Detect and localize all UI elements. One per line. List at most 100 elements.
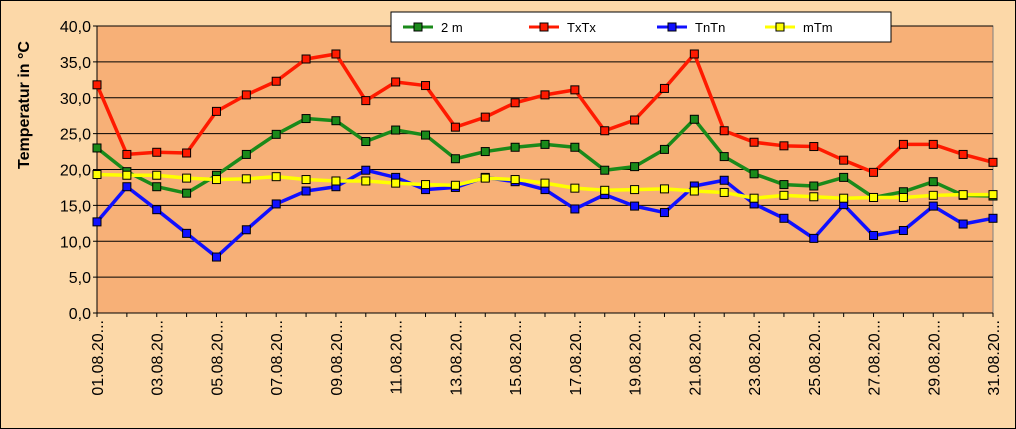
data-point [779, 213, 789, 223]
data-point [271, 129, 281, 139]
x-tick-label: 27.08.20... [867, 320, 884, 396]
data-point [211, 175, 221, 185]
data-point [600, 185, 610, 195]
data-point [241, 90, 251, 100]
data-point [749, 137, 759, 147]
y-tick-label: 40,0 [60, 19, 91, 36]
data-point [241, 174, 251, 184]
data-point [271, 199, 281, 209]
data-point [361, 96, 371, 106]
data-point [391, 77, 401, 87]
data-point [928, 177, 938, 187]
data-point [958, 149, 968, 159]
data-point [241, 149, 251, 159]
legend-label: 2 m [441, 20, 463, 35]
data-point [391, 125, 401, 135]
series-group [92, 49, 998, 262]
data-point [152, 182, 162, 192]
data-point [869, 231, 879, 241]
data-point [421, 180, 431, 190]
x-tick-label: 09.08.20... [329, 320, 346, 396]
data-point [480, 173, 490, 183]
legend-marker [775, 22, 785, 32]
data-point [630, 115, 640, 125]
data-point [122, 149, 132, 159]
data-point [361, 176, 371, 186]
y-tick-label: 20,0 [60, 163, 91, 180]
data-point [809, 142, 819, 152]
data-point [480, 112, 490, 122]
data-point [182, 173, 192, 183]
x-tick-label: 07.08.20... [269, 320, 286, 396]
data-point [898, 225, 908, 235]
data-point [809, 181, 819, 191]
data-point [122, 182, 132, 192]
x-tick-label: 05.08.20... [209, 320, 226, 396]
data-point [719, 126, 729, 136]
legend-label: TxTx [567, 20, 596, 35]
data-point [510, 142, 520, 152]
data-point [659, 144, 669, 154]
data-point [211, 252, 221, 262]
data-point [898, 139, 908, 149]
legend-marker [667, 22, 677, 32]
data-point [689, 49, 699, 59]
data-point [869, 167, 879, 177]
data-point [182, 148, 192, 158]
y-tick-label: 10,0 [60, 234, 91, 251]
data-point [92, 170, 102, 180]
data-point [271, 76, 281, 86]
data-point [600, 126, 610, 136]
x-tick-label: 13.08.20... [448, 320, 465, 396]
data-point [391, 178, 401, 188]
data-point [630, 162, 640, 172]
data-point [839, 155, 849, 165]
data-point [570, 183, 580, 193]
data-point [779, 190, 789, 200]
x-tick-label: 11.08.20... [389, 320, 406, 394]
x-tick-label: 29.08.20... [926, 320, 943, 396]
y-axis-ticks: 0,0 5,0 10,0 15,0 20,0 25,0 30,0 35,0 40,0 [60, 19, 97, 323]
x-tick-label: 23.08.20... [747, 320, 764, 396]
legend-marker [413, 22, 423, 32]
data-point [450, 154, 460, 164]
data-point [719, 175, 729, 185]
data-point [211, 106, 221, 116]
data-point [779, 180, 789, 190]
data-point [540, 139, 550, 149]
data-point [689, 114, 699, 124]
data-point [719, 152, 729, 162]
data-point [361, 165, 371, 175]
data-point [421, 81, 431, 91]
data-point [839, 172, 849, 182]
data-point [331, 49, 341, 59]
x-tick-label: 17.08.20... [568, 320, 585, 396]
data-point [540, 178, 550, 188]
data-point [630, 185, 640, 195]
data-point [331, 176, 341, 186]
data-point [659, 184, 669, 194]
x-tick-label: 01.08.20... [90, 320, 107, 396]
data-point [809, 192, 819, 202]
data-point [301, 175, 311, 185]
data-point [928, 139, 938, 149]
data-point [689, 186, 699, 196]
legend: 2 m TxTx TnTn mTm [390, 11, 892, 43]
data-point [779, 141, 789, 151]
data-point [271, 172, 281, 182]
y-tick-label: 0,0 [69, 306, 91, 323]
data-point [301, 54, 311, 64]
data-point [869, 192, 879, 202]
data-point [510, 98, 520, 108]
data-point [570, 142, 580, 152]
data-point [152, 147, 162, 157]
data-point [928, 190, 938, 200]
data-point [839, 193, 849, 203]
x-tick-label: 15.08.20... [508, 320, 525, 396]
data-point [600, 165, 610, 175]
data-point [540, 90, 550, 100]
data-point [898, 192, 908, 202]
data-point [92, 217, 102, 227]
